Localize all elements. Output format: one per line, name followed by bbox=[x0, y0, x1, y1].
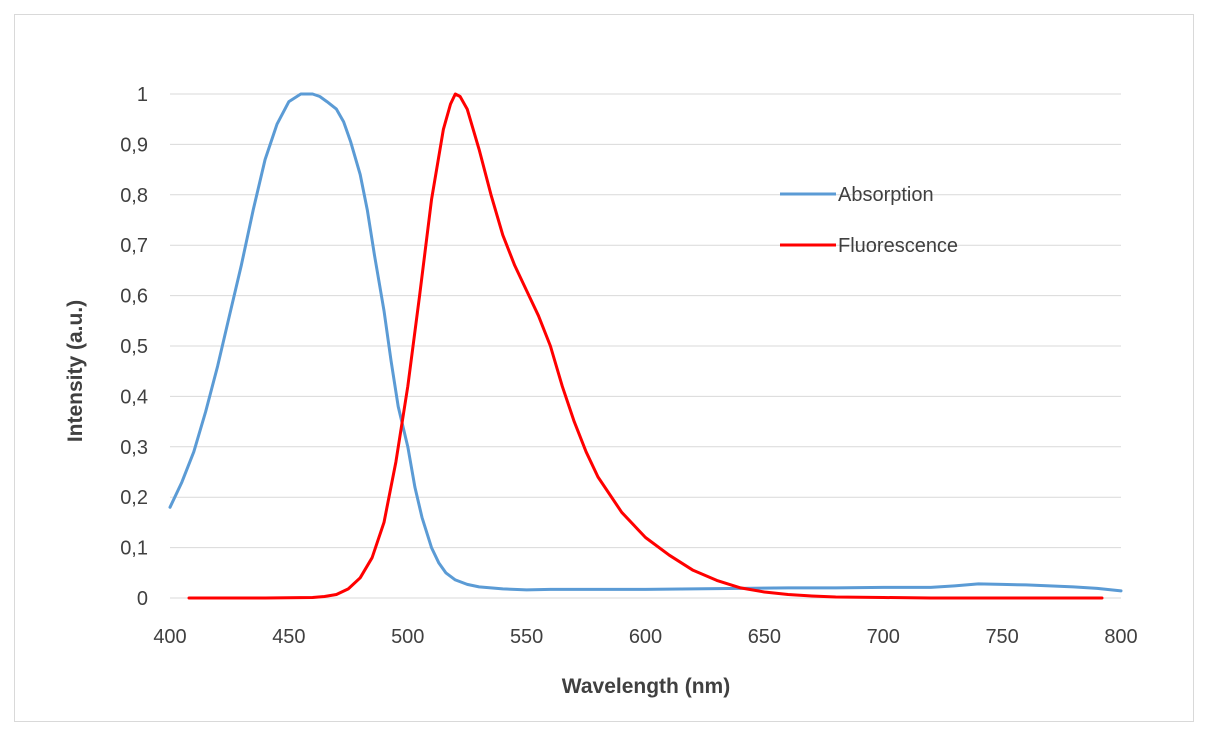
chart-frame bbox=[14, 14, 1194, 722]
x-tick-label: 750 bbox=[985, 626, 1018, 648]
x-tick-label: 700 bbox=[867, 626, 900, 648]
x-tick-label: 550 bbox=[510, 626, 543, 648]
x-tick-label: 600 bbox=[629, 626, 662, 648]
y-axis-title: Intensity (a.u.) bbox=[64, 300, 87, 442]
y-tick-label: 0,7 bbox=[120, 235, 148, 257]
x-axis-title: Wavelength (nm) bbox=[562, 675, 730, 698]
y-tick-label: 0,8 bbox=[120, 185, 148, 207]
y-tick-label: 0,1 bbox=[120, 538, 148, 560]
gridlines bbox=[170, 93, 1121, 599]
x-tick-label: 400 bbox=[153, 626, 186, 648]
x-tick-label: 450 bbox=[272, 626, 305, 648]
y-tick-labels: 0 0,1 0,2 0,3 0,4 0,5 0,6 0,7 0,8 0,9 1 bbox=[120, 84, 148, 610]
legend: Absorption Fluorescence bbox=[780, 184, 958, 257]
y-tick-label: 0,2 bbox=[120, 487, 148, 509]
y-tick-label: 0,4 bbox=[120, 386, 148, 408]
x-tick-labels: 400 450 500 550 600 650 700 750 800 bbox=[153, 626, 1137, 648]
y-tick-label: 0,6 bbox=[120, 286, 148, 308]
x-tick-label: 650 bbox=[748, 626, 781, 648]
legend-label-fluorescence: Fluorescence bbox=[838, 235, 958, 257]
x-tick-label: 500 bbox=[391, 626, 424, 648]
y-tick-label: 0,5 bbox=[120, 336, 148, 358]
series-line-fluorescence bbox=[187, 92, 1104, 600]
legend-label-absorption: Absorption bbox=[838, 184, 934, 206]
y-tick-label: 0 bbox=[137, 588, 148, 610]
series-line-absorption bbox=[168, 92, 1123, 593]
y-tick-label: 0,3 bbox=[120, 437, 148, 459]
series-layer bbox=[168, 92, 1123, 600]
x-tick-label: 800 bbox=[1104, 626, 1137, 648]
y-tick-label: 0,9 bbox=[120, 134, 148, 156]
y-tick-label: 1 bbox=[137, 84, 148, 106]
